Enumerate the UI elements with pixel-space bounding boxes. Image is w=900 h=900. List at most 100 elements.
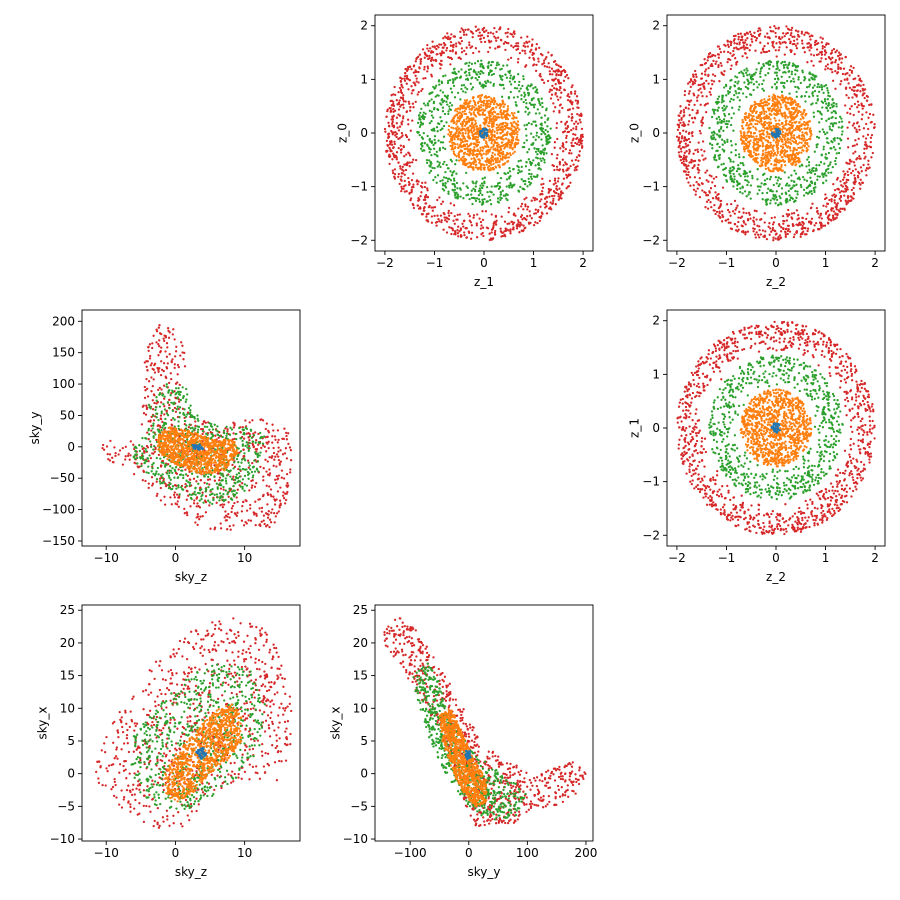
scatter-point xyxy=(866,167,870,170)
scatter-point xyxy=(467,134,470,137)
scatter-point xyxy=(846,72,849,75)
scatter-point xyxy=(473,142,476,145)
scatter-point xyxy=(479,191,482,195)
scatter-point xyxy=(745,172,748,175)
scatter-point xyxy=(848,167,851,171)
scatter-point xyxy=(552,87,556,90)
scatter-point xyxy=(826,86,829,90)
scatter-point xyxy=(836,136,839,140)
scatter-point xyxy=(838,115,842,118)
scatter-point xyxy=(516,133,519,136)
scatter-point xyxy=(764,74,767,77)
scatter-point xyxy=(408,152,411,155)
scatter-point xyxy=(780,155,783,159)
scatter-point xyxy=(492,145,495,148)
scatter-point xyxy=(741,225,744,228)
scatter-point xyxy=(721,106,724,110)
scatter-point xyxy=(452,150,455,153)
scatter-point xyxy=(777,26,780,29)
scatter-point xyxy=(557,177,560,180)
scatter-point xyxy=(524,165,528,168)
scatter-point xyxy=(575,168,578,171)
scatter-point xyxy=(768,233,771,236)
scatter-point xyxy=(557,98,560,101)
scatter-point xyxy=(459,132,462,135)
scatter-point xyxy=(487,73,491,76)
scatter-point xyxy=(419,121,423,124)
scatter-point xyxy=(417,81,420,84)
scatter-point xyxy=(409,105,412,109)
scatter-point xyxy=(552,197,555,200)
scatter-point xyxy=(524,52,527,55)
scatter-point xyxy=(754,71,757,74)
scatter-point xyxy=(752,151,756,154)
scatter-point xyxy=(835,49,839,52)
scatter-point xyxy=(721,148,724,151)
scatter-point xyxy=(817,136,821,139)
scatter-point xyxy=(460,105,464,109)
scatter-point xyxy=(523,188,526,191)
scatter-point xyxy=(728,100,732,103)
scatter-point xyxy=(456,134,460,137)
scatter-point xyxy=(820,117,823,121)
scatter-point xyxy=(806,158,809,161)
scatter-point xyxy=(675,135,679,138)
scatter-point xyxy=(498,151,501,154)
scatter-point xyxy=(527,180,531,184)
scatter-point xyxy=(426,196,430,199)
scatter-point xyxy=(749,44,752,47)
scatter-point xyxy=(829,106,832,110)
scatter-point xyxy=(724,83,728,87)
scatter-point xyxy=(726,140,729,144)
scatter-point xyxy=(785,46,788,49)
scatter-point xyxy=(792,184,795,187)
scatter-point xyxy=(559,147,562,150)
scatter-point xyxy=(439,179,442,183)
scatter-point xyxy=(749,170,752,173)
scatter-point xyxy=(697,171,700,174)
scatter-point xyxy=(810,46,813,50)
scatter-point xyxy=(442,99,446,103)
scatter-point xyxy=(522,75,525,78)
scatter-point xyxy=(472,181,475,185)
scatter-point xyxy=(494,229,497,233)
scatter-point xyxy=(531,53,534,57)
scatter-point xyxy=(765,198,768,202)
scatter-point xyxy=(765,203,768,206)
scatter-point xyxy=(450,232,453,236)
scatter-point xyxy=(541,177,544,180)
scatter-point xyxy=(683,93,686,97)
scatter-point xyxy=(826,209,830,213)
scatter-point xyxy=(479,106,483,109)
scatter-point xyxy=(470,107,474,110)
scatter-point xyxy=(478,94,482,97)
scatter-point xyxy=(423,209,426,212)
scatter-point xyxy=(441,110,445,113)
scatter-point xyxy=(472,214,476,217)
scatter-point xyxy=(766,177,769,181)
scatter-point xyxy=(827,218,831,221)
scatter-point xyxy=(784,184,788,187)
scatter-point xyxy=(828,125,831,128)
scatter-point xyxy=(542,148,545,151)
scatter-point xyxy=(453,138,456,141)
scatter-point xyxy=(513,86,517,90)
scatter-point xyxy=(534,150,538,153)
scatter-point xyxy=(479,134,482,138)
scatter-point xyxy=(726,208,730,212)
scatter-point xyxy=(729,214,732,217)
scatter-point xyxy=(785,25,788,28)
scatter-point xyxy=(509,56,513,60)
scatter-point xyxy=(722,118,726,121)
scatter-point xyxy=(752,216,755,219)
scatter-point xyxy=(420,136,424,139)
scatter-point xyxy=(482,66,485,70)
scatter-point xyxy=(724,219,727,222)
scatter-point xyxy=(532,196,535,199)
scatter-point xyxy=(677,151,681,154)
scatter-point xyxy=(802,188,806,192)
scatter-point xyxy=(472,96,475,99)
scatter-point xyxy=(475,125,478,128)
scatter-point xyxy=(462,197,465,200)
scatter-point xyxy=(546,134,549,138)
